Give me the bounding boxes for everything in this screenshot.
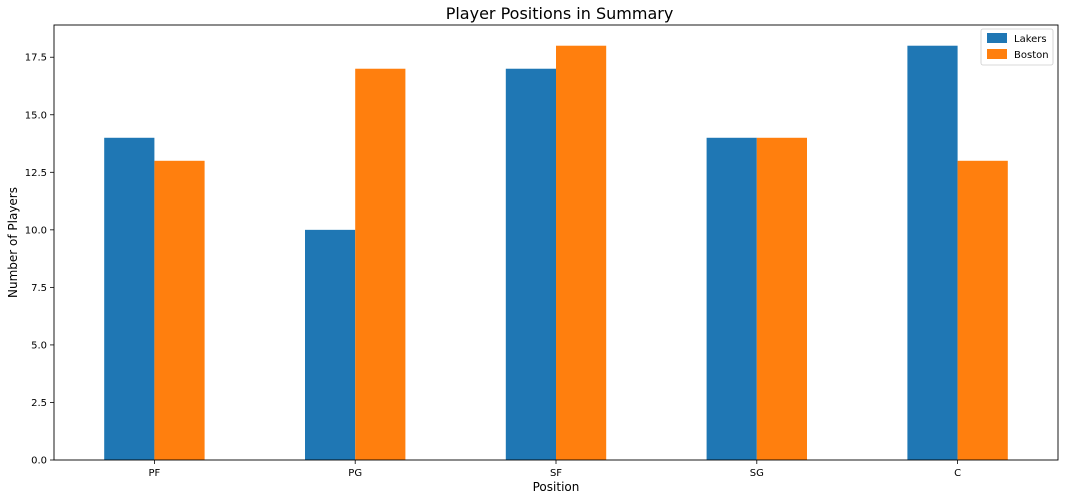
bar-boston-c bbox=[957, 160, 1008, 461]
y-axis-title: Number of Players bbox=[6, 187, 20, 298]
legend-swatch-lakers bbox=[987, 33, 1007, 43]
bar-lakers-sg bbox=[706, 137, 757, 460]
y-tick-label: 12.5 bbox=[25, 168, 47, 179]
x-axis: PF PG SF SG C bbox=[149, 460, 961, 479]
bar-boston-sf bbox=[556, 45, 607, 460]
legend: Lakers Boston bbox=[980, 28, 1054, 66]
bar-lakers-pf bbox=[104, 137, 155, 460]
legend-label-lakers: Lakers bbox=[1014, 34, 1047, 45]
bar-lakers-c bbox=[907, 45, 958, 460]
x-tick-label-sg: SG bbox=[750, 468, 764, 479]
x-tick-label-sf: SF bbox=[550, 468, 562, 479]
y-tick-label: 7.5 bbox=[31, 283, 47, 294]
x-tick-label-c: C bbox=[954, 468, 961, 479]
chart-title: Player Positions in Summary bbox=[446, 4, 674, 23]
y-axis: 0.0 2.5 5.0 7.5 10.0 12.5 15.0 17.5 bbox=[25, 53, 54, 467]
x-tick-label-pf: PF bbox=[149, 468, 161, 479]
bars-layer bbox=[104, 45, 1008, 461]
legend-swatch-boston bbox=[987, 49, 1007, 59]
y-tick-label: 5.0 bbox=[31, 340, 47, 351]
y-tick-label: 15.0 bbox=[25, 110, 47, 121]
y-tick-label: 2.5 bbox=[31, 398, 47, 409]
legend-label-boston: Boston bbox=[1014, 50, 1049, 61]
x-tick-label-pg: PG bbox=[348, 468, 362, 479]
y-tick-label: 17.5 bbox=[25, 53, 47, 64]
bar-lakers-pg bbox=[305, 229, 356, 460]
y-tick-label: 10.0 bbox=[25, 225, 47, 236]
y-tick-label: 0.0 bbox=[31, 456, 47, 467]
bar-lakers-sf bbox=[505, 68, 556, 460]
x-axis-title: Position bbox=[533, 480, 580, 494]
bar-boston-pf bbox=[154, 160, 205, 461]
bar-boston-sg bbox=[756, 137, 807, 460]
bar-boston-pg bbox=[355, 68, 406, 460]
